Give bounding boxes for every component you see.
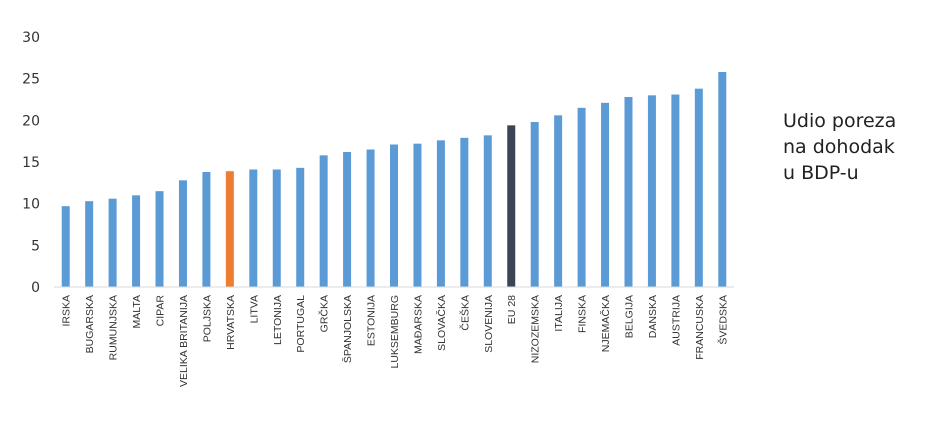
bar	[296, 167, 305, 287]
bar	[319, 155, 328, 287]
bar	[694, 88, 703, 287]
x-tick-label: PORTUGAL	[295, 295, 307, 353]
x-tick-label: ŠVEDSKA	[716, 295, 729, 345]
y-tick-label: 25	[22, 72, 40, 88]
x-tick-label: BELGIJA	[623, 295, 635, 338]
bar	[343, 152, 352, 287]
x-tick-label: LETONIJA	[272, 295, 284, 345]
bar	[108, 198, 117, 287]
bar	[61, 206, 70, 287]
bar	[601, 102, 610, 287]
bar	[507, 125, 516, 287]
y-tick-label: 5	[31, 238, 40, 254]
x-tick-label: MALTA	[131, 295, 143, 328]
bar	[577, 107, 586, 287]
x-tick-label: LUKSEMBURG	[389, 295, 401, 369]
bars	[61, 72, 727, 287]
x-tick-label: GRČKA	[318, 295, 331, 332]
x-tick-label: POLJSKA	[201, 295, 213, 342]
bar	[554, 115, 563, 287]
x-tick-label: NIZOZEMSKA	[530, 295, 542, 363]
x-tick-label: LITVA	[248, 295, 260, 323]
bar	[390, 144, 398, 287]
bar	[647, 95, 656, 287]
y-tick-label: 10	[22, 197, 40, 213]
bar	[155, 191, 164, 287]
x-tick-label: CIPAR	[155, 295, 167, 327]
x-tick-label: FINSKA	[577, 295, 589, 333]
bar	[718, 72, 727, 287]
bar	[436, 140, 445, 287]
x-tick-label: ŠPANJOLSKA	[341, 295, 354, 363]
x-tick-label: DANSKA	[647, 295, 659, 338]
bar	[85, 201, 94, 287]
bar	[132, 195, 141, 287]
x-tick-label: EU 28	[506, 295, 518, 324]
bar	[272, 169, 281, 287]
y-tick-label: 20	[22, 113, 40, 129]
side-label-line-3: u BDP-u	[783, 162, 859, 184]
bar	[530, 122, 539, 287]
x-tick-label: FRANCUSKA	[694, 295, 706, 360]
bar	[460, 137, 469, 287]
side-label-line-2: na dohodak	[783, 136, 895, 158]
x-tick-label: ESTONIJA	[366, 295, 378, 346]
bar	[249, 169, 258, 287]
bar	[178, 180, 187, 287]
x-tick-label: SLOVENIJA	[483, 295, 495, 353]
y-tick-label: 0	[31, 280, 40, 296]
x-tick-label: IRSKA	[61, 295, 73, 327]
side-label: Udio poreza na dohodak u BDP-u	[783, 108, 933, 186]
x-tick-label: AUSTRIJA	[670, 295, 682, 346]
x-tick-label: ITALIJA	[553, 295, 565, 332]
y-tick-label: 15	[22, 155, 40, 171]
x-tick-label: ČEŠKA	[458, 295, 471, 331]
x-tick-label: MAĐARSKA	[412, 295, 424, 354]
bar	[202, 172, 211, 287]
x-tick-label: RUMUNJSKA	[108, 295, 120, 360]
bar	[483, 135, 492, 287]
y-axis: 0 5 10 15 20 25 30	[22, 30, 40, 296]
x-tick-label: VELIKA BRITANIJA	[178, 295, 190, 387]
side-label-line-1: Udio poreza	[783, 110, 897, 132]
x-tick-label: NJEMAČKA	[599, 295, 612, 352]
bar	[413, 143, 422, 287]
x-tick-label: HRVATSKA	[225, 295, 237, 350]
bar-chart: 0 5 10 15 20 25 30 IRSKA BUGARSKA RUMUNJSKA MALTA…	[22, 30, 734, 387]
y-tick-label: 30	[22, 30, 40, 46]
x-axis-labels: IRSKA BUGARSKA RUMUNJSKA MALTA CIPAR VELIKA B…	[61, 295, 730, 387]
bar	[671, 94, 680, 287]
x-tick-label: SLOVAČKA	[435, 295, 448, 351]
x-tick-label: BUGARSKA	[84, 295, 96, 353]
bar	[225, 171, 234, 287]
bar	[366, 149, 375, 287]
bar	[624, 97, 633, 287]
